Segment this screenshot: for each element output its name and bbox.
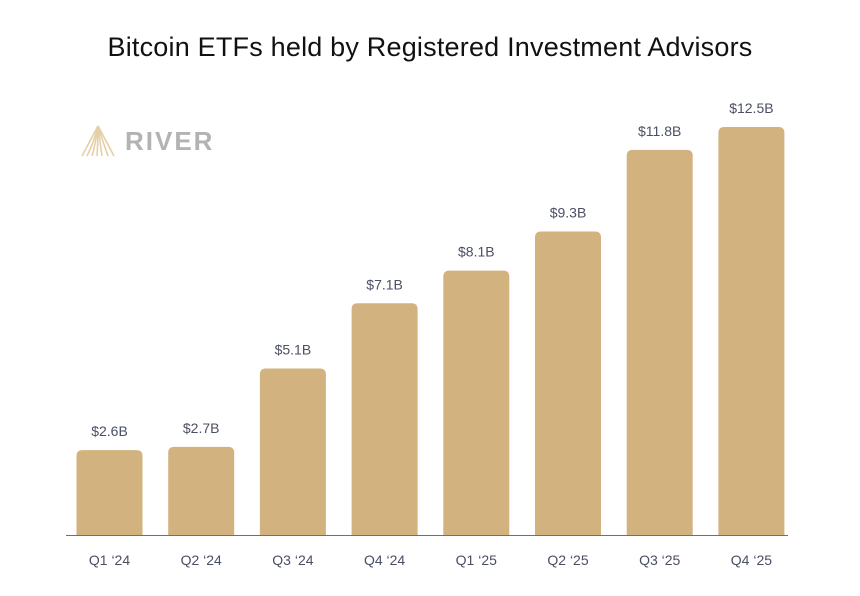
value-label-4: $7.1B xyxy=(366,276,403,292)
bar-6 xyxy=(535,231,601,535)
bar-8 xyxy=(718,127,785,535)
x-tick-label-7: Q3 ‘25 xyxy=(639,552,680,568)
bar-1 xyxy=(76,450,143,535)
river-mountain-icon xyxy=(81,125,115,157)
value-label-7: $11.8B xyxy=(638,123,681,139)
bar-2 xyxy=(168,446,235,535)
x-tick-label-4: Q4 ‘24 xyxy=(364,552,405,568)
river-logo-text: RIVER xyxy=(125,125,215,156)
value-label-1: $2.6B xyxy=(91,423,128,439)
value-label-8: $12.5B xyxy=(729,100,773,116)
bars-group xyxy=(76,127,785,535)
x-tick-label-6: Q2 ‘25 xyxy=(547,552,588,568)
x-tick-label-3: Q3 ‘24 xyxy=(272,552,313,568)
x-tick-label-2: Q2 ‘24 xyxy=(181,552,222,568)
value-label-5: $8.1B xyxy=(458,244,495,260)
bar-3 xyxy=(259,368,326,535)
x-tick-label-1: Q1 ‘24 xyxy=(89,552,130,568)
x-tick-label-8: Q4 ‘25 xyxy=(731,552,772,568)
value-label-6: $9.3B xyxy=(550,204,587,220)
chart-title: Bitcoin ETFs held by Registered Investme… xyxy=(107,32,753,62)
value-label-2: $2.7B xyxy=(183,420,220,436)
value-label-3: $5.1B xyxy=(275,342,312,358)
bar-5 xyxy=(443,270,510,535)
bar-7 xyxy=(626,149,693,535)
x-tick-labels-group: Q1 ‘24 Q2 ‘24 Q3 ‘24 Q4 ‘24 Q1 ‘25 Q2 ‘25 Q3 ‘… xyxy=(89,552,772,568)
river-logo: RIVER xyxy=(80,124,214,158)
bar-4 xyxy=(351,303,418,535)
x-tick-label-5: Q1 ‘25 xyxy=(456,552,497,568)
value-labels-group: $2.6B $2.7B $5.1B $7.1B $8.1B $9.3B $11.8B $12.… xyxy=(91,100,773,439)
